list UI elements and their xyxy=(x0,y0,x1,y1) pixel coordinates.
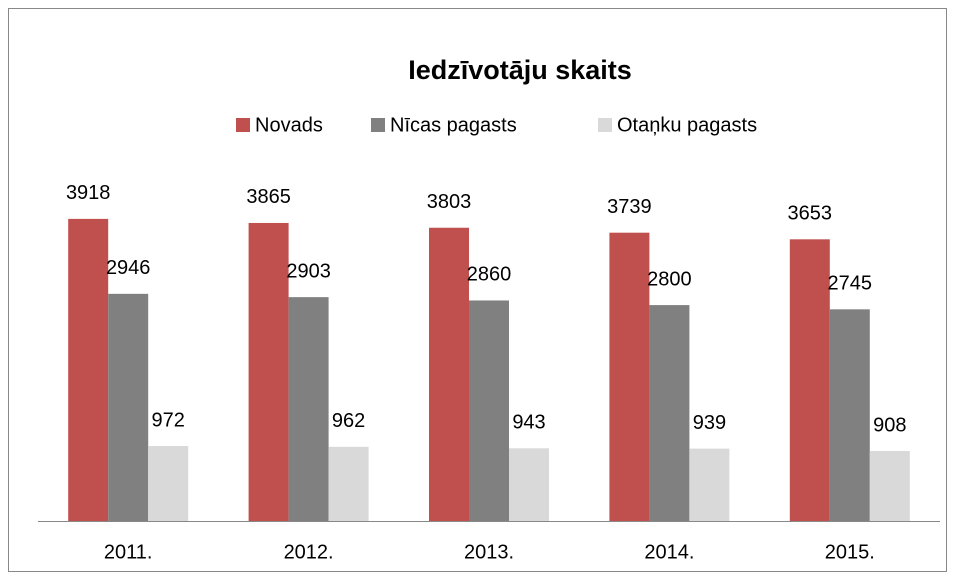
legend-swatch xyxy=(236,118,250,132)
bar xyxy=(328,446,369,521)
x-tick-label: 2015. xyxy=(825,541,875,563)
bar xyxy=(789,239,830,521)
data-label: 3739 xyxy=(607,196,652,218)
chart-title: Iedzīvotāju skaits xyxy=(408,55,632,85)
bar xyxy=(689,448,730,521)
bar xyxy=(148,446,189,521)
data-label: 939 xyxy=(693,412,726,434)
x-tick-label: 2013. xyxy=(464,541,514,563)
bar xyxy=(469,300,509,521)
bar xyxy=(609,232,650,521)
data-label: 2903 xyxy=(286,260,331,282)
legend-label: Novads xyxy=(255,114,323,136)
data-label: 2800 xyxy=(647,268,692,290)
bar xyxy=(68,218,109,521)
bar xyxy=(288,297,329,521)
data-label: 3803 xyxy=(427,191,472,213)
data-label: 2745 xyxy=(828,273,873,295)
bar xyxy=(248,222,289,521)
data-label: 3653 xyxy=(788,203,833,225)
x-tick-label: 2012. xyxy=(284,541,334,563)
legend-swatch xyxy=(371,118,385,132)
legend-swatch xyxy=(598,118,612,132)
x-tick-label: 2011. xyxy=(104,541,153,563)
data-label: 908 xyxy=(873,414,906,436)
data-label: 962 xyxy=(332,410,365,432)
legend-label: Nīcas pagasts xyxy=(390,114,517,136)
data-label: 2860 xyxy=(467,264,512,286)
data-label: 2946 xyxy=(106,257,151,279)
bar xyxy=(649,305,690,521)
bar xyxy=(869,450,910,521)
data-label: 3918 xyxy=(66,182,111,204)
legend-label: Otaņku pagasts xyxy=(617,114,757,136)
bar xyxy=(509,448,549,521)
bar xyxy=(429,227,469,521)
bar xyxy=(108,293,149,521)
x-tick-label: 2014. xyxy=(644,541,694,563)
data-label: 943 xyxy=(512,412,545,434)
data-label: 3865 xyxy=(246,186,291,208)
bar xyxy=(829,309,870,521)
data-label: 972 xyxy=(152,409,185,431)
